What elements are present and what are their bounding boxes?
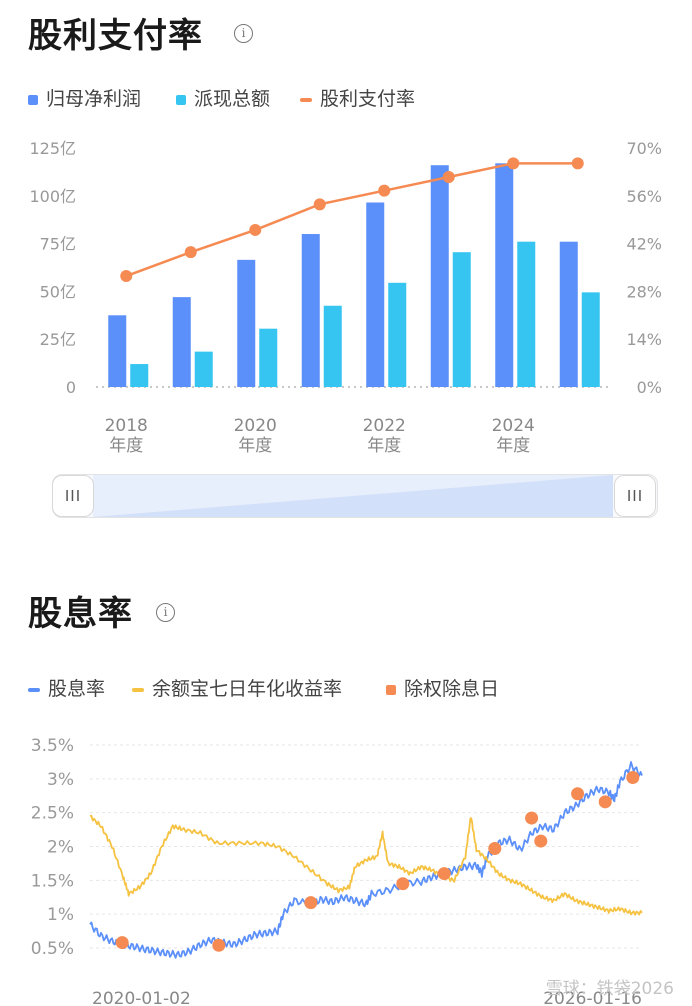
ex-dividend-marker (626, 770, 640, 784)
payout-ratio-point (249, 223, 262, 236)
bar-cash-dividend (517, 241, 536, 387)
ex-dividend-marker (437, 867, 451, 881)
bar-cash-dividend (581, 292, 600, 387)
info-icon[interactable]: i (156, 603, 175, 622)
ex-dividend-marker (534, 834, 548, 848)
legend-cash-dividend[interactable]: 派现总额 (176, 84, 270, 111)
payout-ratio-point (571, 157, 584, 170)
x-tick-label: 2024 (492, 416, 535, 436)
payout-ratio-chart: 025亿50亿75亿100亿125亿0%14%28%42%56%70%2018年… (29, 139, 662, 456)
y-right-tick-label: 28% (626, 282, 662, 301)
y-tick-label: 1% (47, 905, 74, 925)
y-right-tick-label: 0% (637, 378, 662, 397)
bar-net-profit (559, 241, 578, 387)
ex-dividend-marker (571, 787, 585, 801)
legend-net-profit[interactable]: 归母净利润 (28, 84, 141, 111)
y-tick-label: 1.5% (31, 871, 74, 891)
y-tick-label: 2% (47, 838, 74, 858)
payout-ratio-point (313, 198, 326, 211)
legend-label: 股息率 (48, 678, 106, 700)
legend-label: 余额宝七日年化收益率 (152, 678, 343, 700)
legend-label: 归母净利润 (46, 88, 142, 110)
watermark: 雪球：铁袋2026 (545, 979, 674, 999)
y-right-tick-label: 70% (626, 139, 662, 158)
y-left-tick-label: 75亿 (40, 235, 76, 254)
y-tick-label: 3% (47, 770, 74, 790)
ex-dividend-marker (304, 896, 318, 910)
legend-dividend-yield[interactable]: 股息率 (28, 674, 105, 701)
dividend-yield-title: 股息率 (28, 594, 133, 634)
yuebao-yield-line (89, 814, 643, 916)
legend-label: 股利支付率 (320, 88, 416, 110)
ex-dividend-marker (396, 877, 410, 891)
x-tick-label-start: 2020-01-02 (92, 989, 191, 1006)
legend-yuebao-yield[interactable]: 余额宝七日年化收益率 (132, 674, 342, 701)
y-left-tick-label: 0 (66, 378, 76, 397)
legend-swatch-yuebao-yield (132, 687, 144, 692)
bar-cash-dividend (388, 282, 407, 387)
legend-ex-dividend-date[interactable]: 除权除息日 (386, 674, 499, 701)
payout-ratio-line (125, 162, 578, 278)
y-left-tick-label: 25亿 (40, 330, 76, 349)
x-tick-label-unit: 年度 (109, 436, 143, 456)
x-tick-label: 2018 (105, 416, 148, 436)
legend-swatch-ex-dividend-date (386, 684, 396, 695)
payout-ratio-point (184, 246, 197, 259)
payout-ratio-point (378, 184, 391, 197)
x-tick-label-unit: 年度 (496, 436, 530, 456)
y-tick-label: 0.5% (31, 939, 74, 959)
y-tick-label: 2.5% (31, 804, 74, 824)
legend-swatch-net-profit (28, 94, 38, 105)
y-right-tick-label: 56% (626, 187, 662, 206)
y-left-tick-label: 125亿 (29, 139, 76, 158)
legend-swatch-payout-ratio (300, 97, 312, 102)
x-tick-label-unit: 年度 (367, 436, 401, 456)
legend-swatch-cash-dividend (176, 94, 186, 105)
bar-net-profit (237, 259, 256, 387)
bar-net-profit (301, 234, 320, 387)
info-icon[interactable]: i (234, 24, 253, 43)
ex-dividend-marker (212, 938, 226, 952)
legend-payout-ratio[interactable]: 股利支付率 (300, 84, 415, 111)
dividend-yield-line (89, 761, 643, 959)
range-slider[interactable] (52, 474, 658, 518)
range-slider-selection (93, 475, 613, 517)
payout-ratio-point (442, 171, 455, 184)
ex-dividend-marker (488, 842, 502, 856)
bar-cash-dividend (130, 364, 149, 387)
bar-net-profit (430, 165, 449, 387)
payout-ratio-title: 股利支付率 (28, 16, 203, 56)
legend-label: 除权除息日 (404, 678, 500, 700)
ex-dividend-marker (115, 936, 129, 950)
y-right-tick-label: 14% (626, 330, 662, 349)
x-tick-label-unit: 年度 (238, 436, 272, 456)
y-left-tick-label: 50亿 (40, 282, 76, 301)
ex-dividend-marker (525, 811, 539, 825)
y-tick-label: 3.5% (31, 736, 74, 756)
ex-dividend-marker (598, 795, 612, 809)
bar-cash-dividend (259, 328, 278, 387)
bar-net-profit (108, 315, 127, 387)
bar-net-profit (172, 297, 191, 387)
bar-cash-dividend (452, 252, 471, 387)
range-slider-preview (93, 475, 613, 517)
payout-ratio-point (120, 270, 133, 283)
bar-net-profit (495, 163, 514, 387)
bar-cash-dividend (323, 305, 342, 387)
payout-ratio-point (507, 157, 520, 170)
y-left-tick-label: 100亿 (29, 187, 76, 206)
x-tick-label: 2022 (363, 416, 406, 436)
y-right-tick-label: 42% (626, 235, 662, 254)
bar-cash-dividend (194, 351, 213, 387)
slider-handle-left[interactable]: III (52, 475, 94, 517)
legend-swatch-dividend-yield (28, 687, 40, 692)
legend-label: 派现总额 (194, 88, 271, 110)
slider-handle-right[interactable]: III (614, 475, 656, 517)
bar-net-profit (366, 202, 385, 387)
x-tick-label: 2020 (234, 416, 277, 436)
